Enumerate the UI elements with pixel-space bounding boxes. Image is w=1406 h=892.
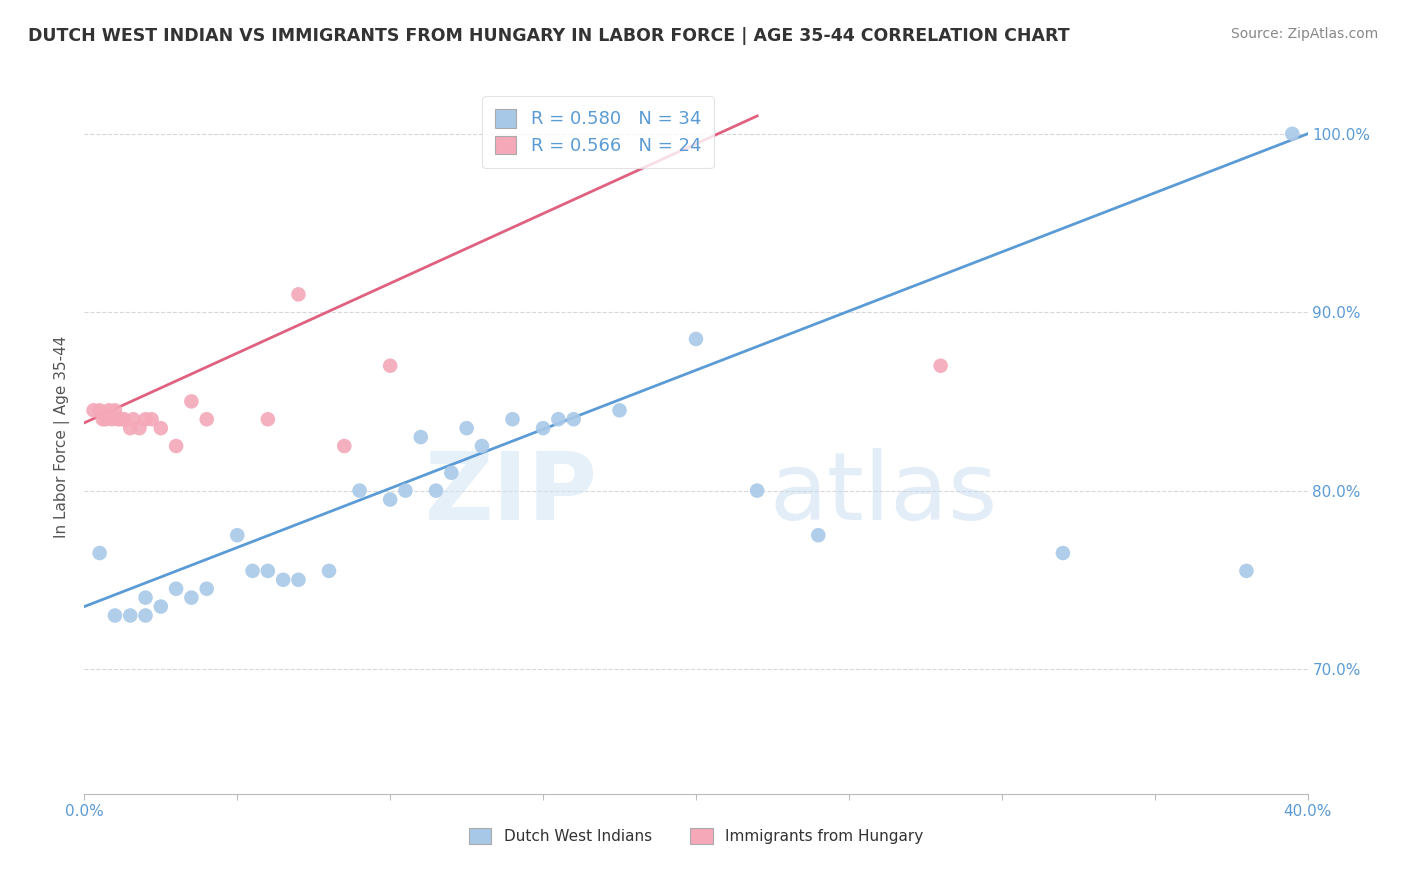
- Point: [349, 483, 371, 498]
- Point: [180, 591, 202, 605]
- Y-axis label: In Labor Force | Age 35-44: In Labor Force | Age 35-44: [55, 336, 70, 538]
- Point: [112, 412, 135, 426]
- Point: [547, 412, 569, 426]
- Point: [104, 403, 127, 417]
- Point: [271, 573, 294, 587]
- Point: [502, 412, 524, 426]
- Point: [562, 412, 585, 426]
- Point: [104, 608, 127, 623]
- Point: [456, 421, 478, 435]
- Text: ZIP: ZIP: [425, 448, 598, 541]
- Point: [226, 528, 249, 542]
- Point: [149, 421, 172, 435]
- Point: [257, 564, 280, 578]
- Point: [333, 439, 356, 453]
- Point: [149, 599, 172, 614]
- Point: [394, 483, 416, 498]
- Point: [685, 332, 707, 346]
- Point: [107, 412, 129, 426]
- Point: [89, 403, 111, 417]
- Point: [807, 528, 830, 542]
- Point: [380, 359, 402, 373]
- Point: [257, 412, 280, 426]
- Point: [195, 412, 218, 426]
- Point: [110, 412, 132, 426]
- Point: [91, 412, 114, 426]
- Point: [409, 430, 432, 444]
- Legend: Dutch West Indians, Immigrants from Hungary: Dutch West Indians, Immigrants from Hung…: [463, 822, 929, 850]
- Point: [83, 403, 105, 417]
- Point: [195, 582, 218, 596]
- Point: [287, 573, 309, 587]
- Point: [242, 564, 264, 578]
- Point: [97, 403, 120, 417]
- Point: [122, 412, 145, 426]
- Point: [380, 492, 402, 507]
- Point: [120, 608, 142, 623]
- Point: [1236, 564, 1258, 578]
- Point: [128, 421, 150, 435]
- Point: [120, 421, 142, 435]
- Point: [929, 359, 952, 373]
- Point: [531, 421, 554, 435]
- Text: atlas: atlas: [769, 448, 998, 541]
- Point: [141, 412, 163, 426]
- Point: [135, 412, 157, 426]
- Point: [287, 287, 309, 301]
- Point: [425, 483, 447, 498]
- Point: [747, 483, 769, 498]
- Point: [440, 466, 463, 480]
- Point: [1052, 546, 1074, 560]
- Point: [165, 582, 187, 596]
- Point: [101, 412, 124, 426]
- Text: Source: ZipAtlas.com: Source: ZipAtlas.com: [1230, 27, 1378, 41]
- Point: [1281, 127, 1303, 141]
- Point: [135, 608, 157, 623]
- Text: DUTCH WEST INDIAN VS IMMIGRANTS FROM HUNGARY IN LABOR FORCE | AGE 35-44 CORRELAT: DUTCH WEST INDIAN VS IMMIGRANTS FROM HUN…: [28, 27, 1070, 45]
- Point: [94, 412, 117, 426]
- Point: [471, 439, 494, 453]
- Point: [609, 403, 631, 417]
- Point: [318, 564, 340, 578]
- Point: [165, 439, 187, 453]
- Point: [180, 394, 202, 409]
- Point: [89, 546, 111, 560]
- Point: [135, 591, 157, 605]
